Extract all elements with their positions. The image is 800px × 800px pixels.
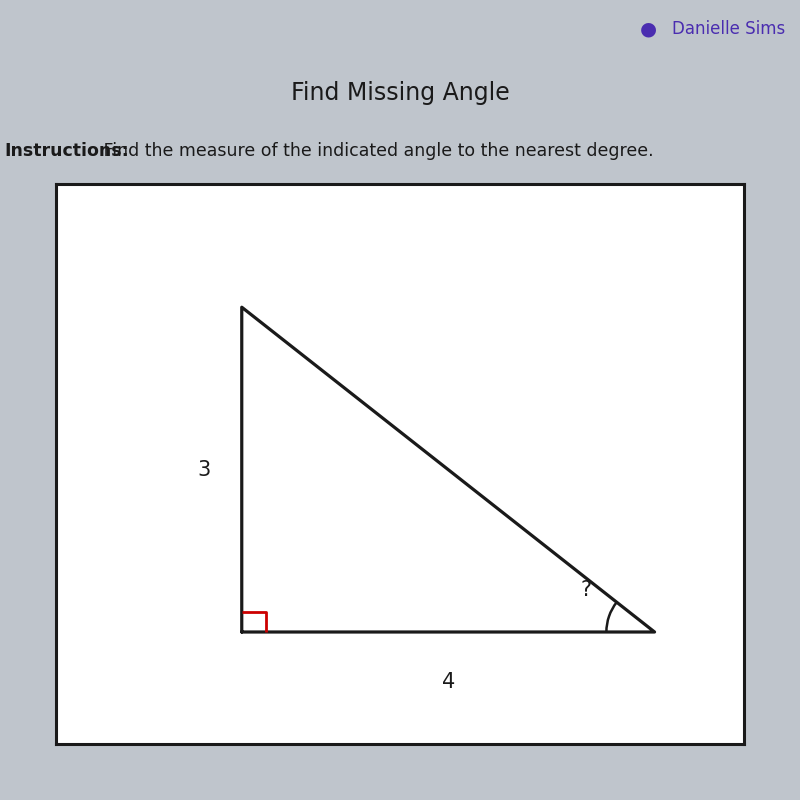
Text: ●: ● [639, 19, 657, 38]
Text: ?: ? [580, 580, 591, 600]
Text: Danielle Sims: Danielle Sims [672, 19, 786, 38]
Text: Instructions:: Instructions: [4, 142, 129, 160]
Text: 3: 3 [198, 459, 210, 480]
Text: Find the measure of the indicated angle to the nearest degree.: Find the measure of the indicated angle … [98, 142, 654, 160]
Text: Find Missing Angle: Find Missing Angle [290, 81, 510, 105]
Text: 4: 4 [442, 672, 454, 692]
